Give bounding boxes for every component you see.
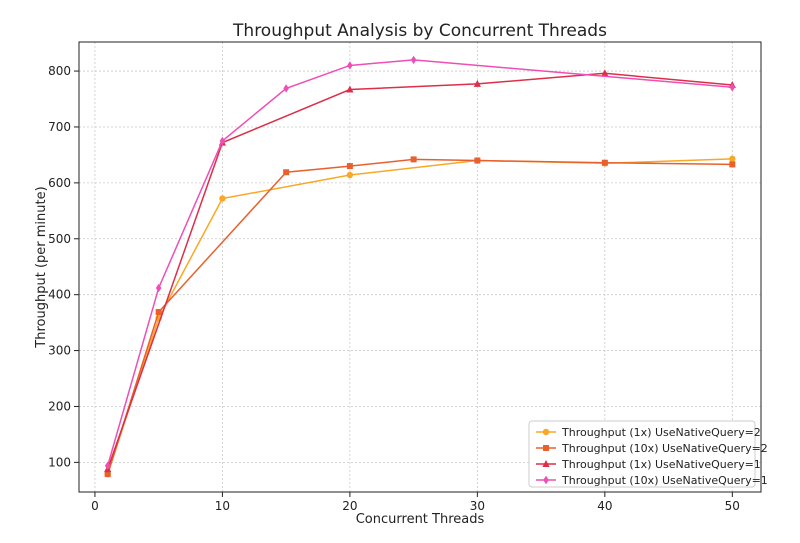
series-3: [104, 69, 736, 473]
grid: [79, 42, 761, 492]
data-point: [346, 171, 354, 179]
y-axis-label: Throughput (per minute): [34, 186, 49, 348]
series-line: [106, 72, 733, 470]
series-2: [104, 156, 736, 478]
data-point: [601, 69, 609, 77]
data-point: [155, 309, 162, 315]
x-tick-label: 40: [597, 499, 612, 513]
x-tick-label: 0: [91, 499, 99, 513]
data-point: [729, 161, 736, 168]
x-axis-label: Concurrent Threads: [356, 512, 485, 527]
series-group: [104, 55, 736, 478]
data-point: [283, 169, 290, 176]
legend-item: Throughput (10x) UseNativeQuery=1: [536, 474, 768, 487]
y-tick-label: 800: [48, 64, 71, 78]
data-point: [104, 461, 111, 470]
y-tick-label: 300: [48, 344, 71, 358]
legend-item: Throughput (1x) UseNativeQuery=2: [536, 426, 761, 439]
y-tick-label: 200: [48, 399, 71, 413]
data-point: [473, 79, 481, 87]
legend-swatch-marker: [542, 460, 550, 467]
data-point: [729, 155, 736, 163]
x-tick-label: 10: [215, 499, 230, 513]
series-line: [106, 158, 733, 475]
data-point: [601, 159, 608, 166]
x-tick-label: 50: [725, 499, 740, 513]
legend-label: Throughput (1x) UseNativeQuery=1: [561, 458, 761, 471]
legend-item: Throughput (10x) UseNativeQuery=2: [536, 442, 768, 455]
legend-swatch-marker: [542, 428, 550, 436]
x-tick-label: 20: [342, 499, 357, 513]
series-4: [104, 55, 736, 470]
legend-label: Throughput (10x) UseNativeQuery=1: [561, 474, 768, 487]
legend-box: [528, 420, 756, 488]
y-tick-label: 400: [48, 288, 71, 302]
data-point: [410, 156, 417, 163]
legend-item: Throughput (1x) UseNativeQuery=1: [536, 458, 761, 471]
data-point: [729, 83, 736, 92]
data-point: [346, 85, 354, 93]
data-point: [474, 157, 481, 164]
legend: Throughput (1x) UseNativeQuery=2 Throughp…: [528, 420, 768, 488]
axes: 0 10 20 30 40 50 100 200 300 400 500 600 700 800: [48, 64, 740, 513]
data-point: [283, 84, 289, 93]
chart-title: Throughput Analysis by Concurrent Thread…: [232, 21, 607, 41]
series-line: [106, 59, 733, 466]
legend-label: Throughput (1x) UseNativeQuery=2: [561, 426, 761, 439]
y-tick-label: 600: [48, 176, 71, 190]
y-tick-label: 500: [48, 232, 71, 246]
data-point: [155, 283, 162, 293]
data-point: [219, 136, 226, 146]
legend-swatch-marker: [543, 475, 549, 485]
legend-label: Throughput (10x) UseNativeQuery=2: [561, 442, 768, 455]
y-tick-label: 700: [48, 120, 71, 134]
y-tick-label: 100: [48, 455, 71, 469]
plot-frame: [78, 41, 762, 493]
data-point: [346, 163, 353, 170]
data-point: [104, 471, 111, 478]
legend-swatch-marker: [543, 445, 549, 451]
data-point: [219, 195, 226, 202]
data-point: [347, 61, 353, 70]
data-point: [410, 55, 417, 65]
x-tick-label: 30: [470, 499, 485, 513]
